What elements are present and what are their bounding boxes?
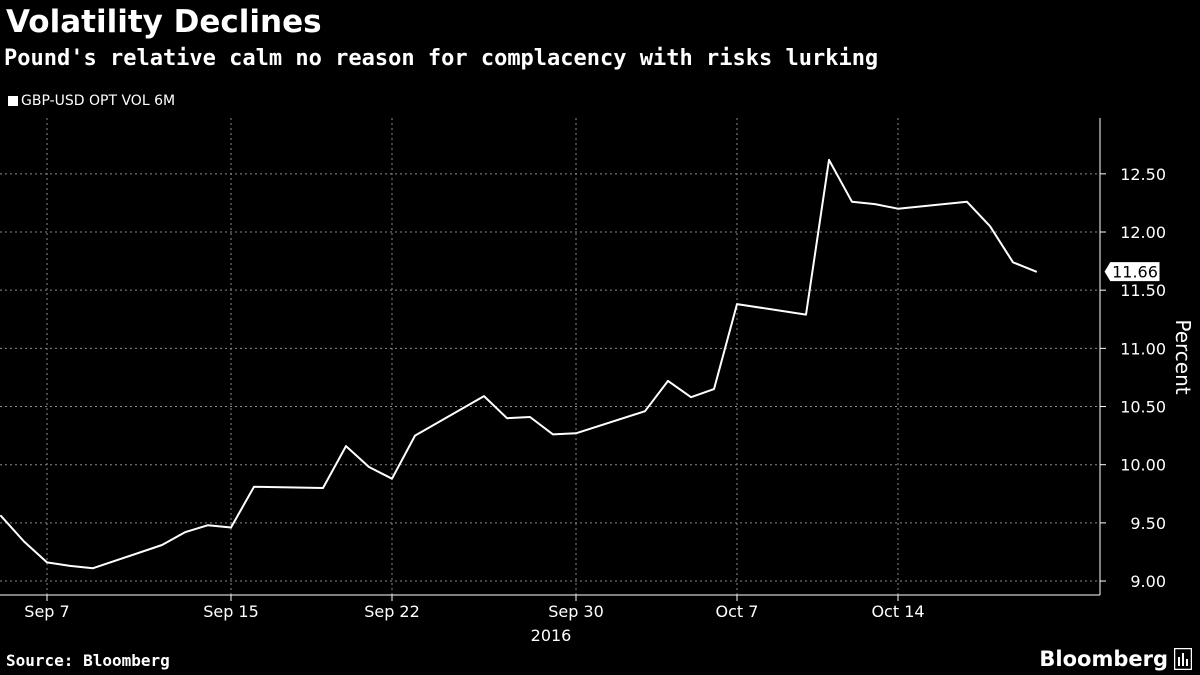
x-tick-label: Sep 22 (364, 602, 420, 621)
last-value-label: 11.66 (1112, 263, 1158, 282)
x-year-label: 2016 (531, 626, 572, 645)
y-tick-label: 12.00 (1120, 223, 1166, 242)
y-tick-label: 11.00 (1120, 339, 1166, 358)
source-note: Source: Bloomberg (6, 651, 170, 670)
last-value-callout (1103, 261, 1161, 283)
chart-subtitle: Pound's relative calm no reason for comp… (4, 46, 879, 71)
legend-label: GBP-USD OPT VOL 6M (21, 93, 176, 109)
x-tick-label: Oct 7 (716, 602, 759, 621)
legend-swatch (8, 96, 18, 106)
chart-title: Volatility Declines (6, 4, 322, 40)
y-axis-title: Percent (1171, 319, 1195, 394)
bloomberg-terminal-icon (1174, 648, 1192, 670)
x-tick-label: Oct 14 (871, 602, 924, 621)
y-tick-label: 12.50 (1120, 165, 1166, 184)
series-line (0, 158, 1037, 570)
y-tick-label: 10.00 (1120, 456, 1166, 475)
brand-logo: Bloomberg (1039, 645, 1192, 673)
x-tick-label: Sep 7 (24, 602, 69, 621)
y-tick-label: 9.50 (1130, 514, 1166, 533)
y-tick-label: 11.50 (1120, 281, 1166, 300)
legend: GBP-USD OPT VOL 6M (8, 91, 175, 111)
x-tick-label: Sep 15 (203, 602, 259, 621)
y-tick-label: 10.50 (1120, 398, 1166, 417)
x-tick-label: Sep 30 (548, 602, 604, 621)
brand-name: Bloomberg (1039, 647, 1168, 671)
y-tick-label: 9.00 (1130, 572, 1166, 591)
